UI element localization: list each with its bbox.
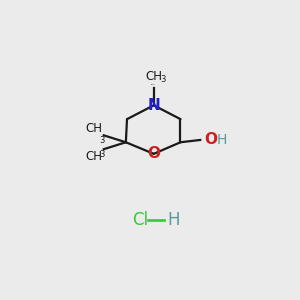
Text: N: N: [147, 98, 160, 113]
Text: methyl: methyl: [151, 83, 156, 85]
Text: CH: CH: [85, 122, 103, 135]
Text: O: O: [204, 132, 217, 147]
Text: 3: 3: [100, 150, 105, 159]
Text: CH: CH: [85, 150, 103, 163]
Text: 3: 3: [100, 136, 105, 146]
Text: CH: CH: [145, 70, 162, 83]
Text: Cl: Cl: [132, 211, 148, 229]
Text: 3: 3: [160, 75, 166, 84]
Text: H: H: [167, 211, 180, 229]
Text: O: O: [147, 146, 160, 161]
Text: H: H: [217, 133, 227, 147]
